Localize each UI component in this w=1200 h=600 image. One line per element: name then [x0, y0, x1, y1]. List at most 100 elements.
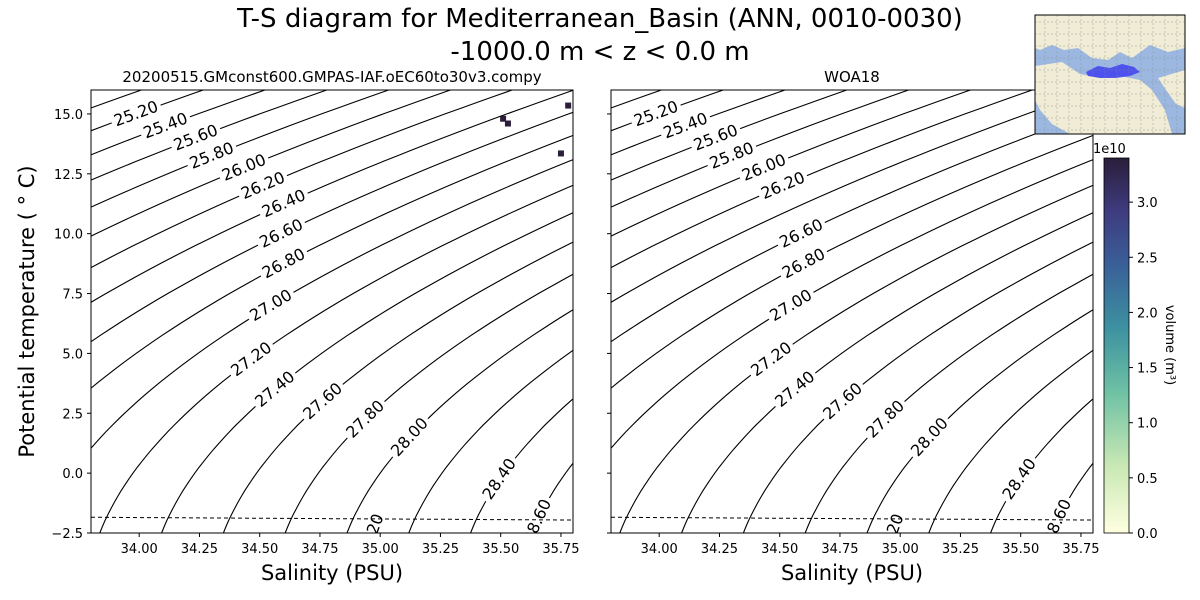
- density-contour: [681, 212, 1093, 533]
- density-contour: [408, 349, 573, 533]
- inset-map: [1034, 14, 1186, 135]
- density-contour: [866, 309, 1093, 533]
- contour-label: 28.00: [387, 414, 432, 461]
- x-tick-label: 34.75: [821, 542, 858, 557]
- figure-title-line1: T-S diagram for Mediterranean_Basin (ANN…: [236, 4, 963, 34]
- x-tick-label: 35.75: [1062, 542, 1099, 557]
- y-tick-label: 5.0: [62, 347, 83, 362]
- axes-frame: [90, 89, 574, 534]
- contour-label-bg: [764, 284, 818, 327]
- colorbar-tick-label: 2.5: [1137, 251, 1158, 266]
- x-tick-label: 35.50: [482, 542, 519, 557]
- contour-label-bg: [256, 243, 312, 284]
- colorbar-ticks: 0.0 0.5 1.0 1.5 2.0 2.5 3.0: [1129, 196, 1158, 542]
- plot-area: 25.2025.4025.6025.8026.0026.2026.6026.80…: [611, 90, 1200, 537]
- x-tick-label: 34.75: [301, 542, 338, 557]
- contour-label: 27.20: [227, 338, 275, 380]
- density-contour: [91, 90, 513, 269]
- y-axis-label: Potential temperature ( ° C): [15, 165, 39, 457]
- density-contour: [284, 273, 573, 533]
- x-tick-label: 34.50: [241, 542, 278, 557]
- contour-label-bg: [340, 394, 391, 444]
- contour-label: 27.40: [771, 367, 818, 411]
- contour-label-bg: [736, 149, 792, 187]
- x-axis-label: Salinity (PSU): [261, 561, 403, 585]
- contour-label: 28.40: [998, 455, 1040, 503]
- contour-label: 27.40: [251, 367, 298, 411]
- density-contour: [611, 90, 724, 132]
- volume-cell: [557, 150, 564, 157]
- x-axis-label: Salinity (PSU): [781, 561, 923, 585]
- contour-label-bg: [138, 108, 194, 144]
- map-mediterranean-region: [1086, 64, 1140, 78]
- density-contour: [804, 273, 1093, 533]
- contour-label-bg: [249, 365, 301, 413]
- contour-label-bg: [704, 137, 760, 174]
- contour-label-bg: [256, 184, 312, 223]
- density-contour: [611, 90, 909, 208]
- density-contour: [611, 90, 971, 237]
- colorbar-gradient: [1103, 157, 1130, 534]
- density-contour: [1176, 90, 1200, 533]
- contour-label: 27.80: [342, 396, 388, 442]
- x-tick-label: 34.00: [121, 542, 158, 557]
- contour-label-bg: [254, 214, 309, 254]
- colorbar-tick-label: 0.0: [1137, 527, 1158, 542]
- density-contour: [99, 184, 573, 533]
- x-tick-label: 34.25: [181, 542, 218, 557]
- colorbar-tick-label: 1.5: [1137, 362, 1158, 377]
- x-tick-label: 35.00: [882, 542, 919, 557]
- density-contour: [611, 134, 1093, 389]
- density-contour: [222, 241, 573, 533]
- y-tick-label: 15.0: [54, 108, 83, 123]
- contour-label-bg: [477, 452, 522, 506]
- contour-label-bg: [518, 493, 557, 533]
- density-contour: [91, 111, 573, 343]
- y-tick-label: 2.5: [62, 407, 83, 422]
- x-tick-label: 35.75: [542, 542, 579, 557]
- density-contour: [611, 90, 1093, 303]
- contour-label-bg: [658, 108, 714, 144]
- density-contour: [611, 111, 1093, 343]
- contour-label: 27.00: [766, 285, 815, 325]
- colorbar-tick-label: 3.0: [1137, 196, 1158, 211]
- density-contour: [91, 90, 327, 181]
- contour-label-bg: [688, 120, 744, 156]
- colorbar-tick-label: 1.0: [1137, 417, 1158, 432]
- density-contour: [742, 241, 1093, 533]
- contour-label-bg: [905, 412, 955, 463]
- freezing-line: [611, 516, 1093, 521]
- density-contour: [928, 349, 1093, 533]
- map-land-arabia: [1158, 70, 1185, 108]
- contour-label-bg: [168, 120, 224, 156]
- contour-label: 27.20: [747, 338, 795, 380]
- map-frame: [1034, 14, 1186, 135]
- colorbar-tick-label: 2.0: [1137, 306, 1158, 321]
- colorbar-tick-label: 0.5: [1137, 472, 1158, 487]
- colorbar-multiplier: 1e10: [1093, 142, 1126, 157]
- map-land-europe: [1035, 15, 1185, 60]
- contour-label: 28.40: [478, 455, 520, 503]
- contour-label-bg: [108, 96, 164, 132]
- contour-label-bg: [769, 365, 821, 413]
- freezing-line-label: 20: [883, 511, 908, 537]
- contour-label-bg: [997, 452, 1042, 506]
- density-contour: [91, 134, 573, 389]
- density-contour: [470, 398, 573, 533]
- density-contour: [611, 90, 847, 181]
- y-tick-label: 7.5: [62, 288, 83, 303]
- density-contour: [161, 212, 573, 533]
- contour-label: 28.00: [907, 414, 952, 461]
- contour-label-bg: [297, 377, 349, 426]
- colorbar-label: volume (m³): [1162, 305, 1177, 385]
- contour-label: 27.80: [862, 396, 908, 442]
- x-tick-label: 35.50: [1002, 542, 1039, 557]
- density-contour: [91, 90, 573, 303]
- volume-cell: [504, 120, 511, 127]
- contour-label-bg: [774, 214, 829, 254]
- density-contour: [611, 90, 1033, 269]
- freezing-line: [91, 516, 573, 521]
- contour-label: 28.60: [519, 496, 555, 546]
- panel-title: WOA18: [824, 68, 880, 86]
- x-tick-label: 34.25: [701, 542, 738, 557]
